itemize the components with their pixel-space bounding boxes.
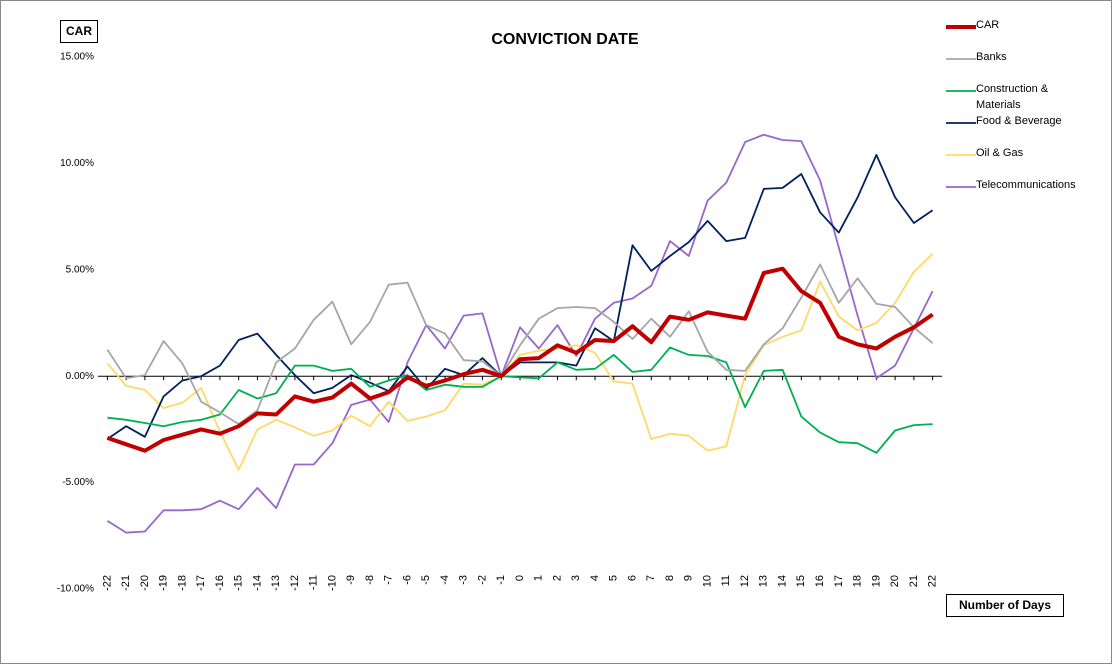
x-tick-label: -11 — [308, 575, 320, 590]
x-tick-label: 12 — [739, 575, 751, 587]
x-tick-label: 4 — [589, 575, 601, 581]
x-tick-label: -21 — [120, 575, 132, 591]
chart-title: CONVICTION DATE — [491, 31, 639, 48]
y-tick-label: -5.00% — [62, 477, 94, 488]
y-tick-label: 10.00% — [60, 158, 94, 169]
x-tick-label: -19 — [158, 575, 170, 591]
series-line — [106, 266, 934, 453]
legend-swatch — [946, 186, 976, 188]
x-tick-label: -4 — [439, 575, 451, 585]
legend-swatch — [946, 58, 976, 60]
y-axis-title: CAR — [66, 24, 92, 38]
x-tick-label: -15 — [233, 575, 245, 591]
x-tick-label: 1 — [533, 575, 545, 581]
legend-label: Banks — [976, 51, 1007, 63]
series-line — [107, 346, 933, 454]
x-tick-label: -10 — [326, 575, 338, 591]
x-tick-label: -5 — [420, 575, 432, 585]
x-tick-label: 22 — [927, 575, 939, 587]
x-tick-label: -16 — [214, 575, 226, 591]
x-tick-label: -2 — [476, 575, 488, 585]
legend-label: Food & Beverage — [976, 115, 1062, 127]
legend-label: Oil & Gas — [976, 147, 1024, 159]
x-tick-label: 18 — [852, 575, 864, 587]
legend-item: Oil & Gas — [946, 146, 1096, 178]
y-tick-label: 15.00% — [60, 52, 94, 63]
x-tick-label: 7 — [645, 575, 657, 581]
x-tick-label: -17 — [195, 575, 207, 591]
x-tick-label: 3 — [570, 575, 582, 581]
x-tick-label: 8 — [664, 575, 676, 581]
legend-swatch — [946, 90, 976, 92]
x-tick-label: -12 — [289, 575, 301, 591]
series-line — [106, 133, 934, 534]
x-tick-label: -9 — [345, 575, 357, 585]
series-line — [106, 253, 934, 471]
y-axis-title-box — [60, 20, 98, 43]
x-tick-label: 14 — [776, 575, 788, 587]
series-line — [106, 153, 934, 440]
legend-item: Banks — [946, 50, 1096, 82]
x-tick-label: -7 — [383, 575, 395, 585]
x-tick-label: 15 — [795, 575, 807, 587]
x-tick-label: 17 — [833, 575, 845, 587]
series-line — [106, 263, 934, 426]
legend-label: Telecommunications — [976, 179, 1076, 191]
x-tick-label: -1 — [495, 575, 507, 585]
x-tick-label: -14 — [251, 575, 263, 591]
x-tick-label: 0 — [514, 575, 526, 581]
legend-swatch — [946, 122, 976, 124]
x-axis-title-box — [946, 594, 1064, 617]
x-tick-label: -22 — [101, 575, 113, 591]
x-tick-label: 2 — [551, 575, 563, 581]
y-tick-label: 5.00% — [66, 264, 94, 275]
x-tick-label: 10 — [701, 575, 713, 587]
x-tick-label: 6 — [626, 575, 638, 581]
legend-item: Telecommunications — [946, 178, 1096, 210]
legend-swatch — [946, 154, 976, 156]
legend-label: Construction & Materials — [976, 83, 1049, 111]
x-tick-label: -8 — [364, 575, 376, 585]
x-axis-title: Number of Days — [959, 598, 1051, 612]
legend-item: CAR — [946, 18, 1096, 50]
x-tick-label: 11 — [720, 575, 732, 586]
y-tick-label: 0.00% — [66, 371, 94, 382]
x-tick-label: -6 — [401, 575, 413, 585]
x-tick-label: 16 — [814, 575, 826, 587]
x-tick-label: -18 — [176, 575, 188, 591]
x-tick-label: 9 — [683, 575, 695, 581]
legend-label: CAR — [976, 19, 1000, 31]
x-tick-label: 13 — [758, 575, 770, 587]
legend-item: Food & Beverage — [946, 114, 1096, 146]
x-tick-label: 5 — [608, 575, 620, 581]
x-tick-label: 19 — [870, 575, 882, 587]
x-tick-label: 21 — [908, 575, 920, 587]
legend: CAR Banks Construction & Materials Food & B… — [946, 18, 1096, 210]
x-tick-label: -13 — [270, 575, 282, 591]
x-tick-label: -20 — [139, 575, 151, 591]
x-tick-label: 20 — [889, 575, 901, 587]
legend-swatch — [946, 25, 976, 29]
x-tick-label: -3 — [458, 575, 470, 585]
y-tick-label: -10.00% — [57, 584, 94, 595]
legend-item: Construction & Materials — [946, 82, 1096, 114]
